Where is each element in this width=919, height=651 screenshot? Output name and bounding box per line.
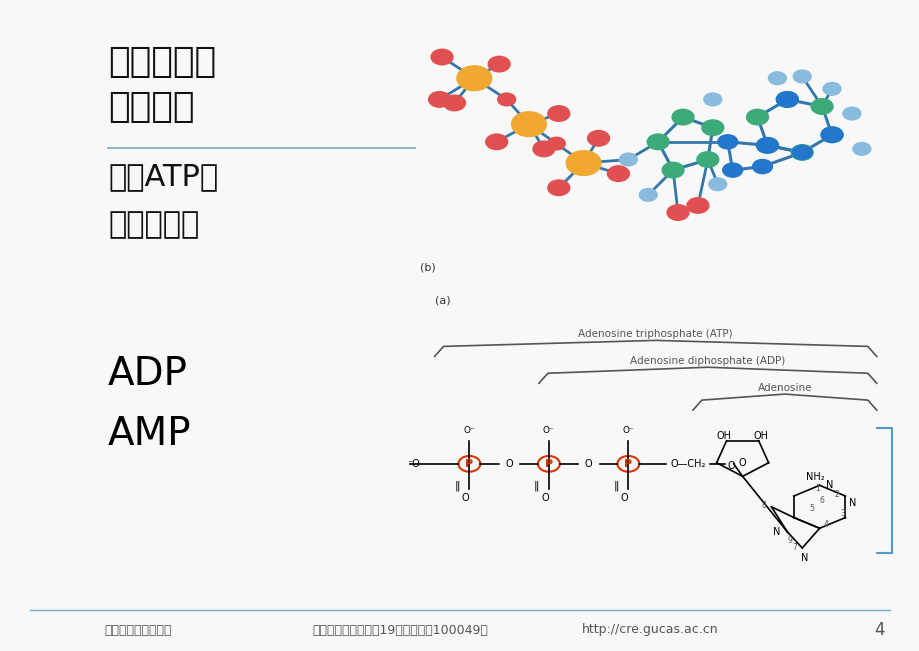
Circle shape — [485, 134, 507, 150]
Text: O⁻: O⁻ — [542, 426, 554, 436]
Circle shape — [548, 105, 569, 121]
Circle shape — [790, 145, 812, 160]
Circle shape — [717, 135, 737, 149]
Text: 5: 5 — [809, 504, 813, 513]
Text: O: O — [505, 459, 513, 469]
Circle shape — [431, 49, 452, 65]
Text: 微生物生长: 微生物生长 — [108, 45, 216, 79]
Text: O: O — [727, 461, 734, 471]
Circle shape — [672, 109, 693, 125]
Text: NH₂: NH₂ — [805, 472, 824, 482]
Text: ‖: ‖ — [454, 481, 460, 492]
Circle shape — [647, 134, 668, 150]
Text: 认识ATP等: 认识ATP等 — [108, 162, 218, 191]
Circle shape — [607, 166, 629, 182]
Circle shape — [488, 56, 509, 72]
Text: 三磷酸腺苷: 三磷酸腺苷 — [108, 210, 199, 239]
Text: 6: 6 — [819, 496, 823, 505]
Circle shape — [792, 70, 811, 83]
Circle shape — [548, 180, 569, 195]
Circle shape — [767, 72, 786, 85]
Circle shape — [457, 66, 492, 90]
Circle shape — [746, 109, 767, 125]
Text: (a): (a) — [434, 296, 449, 305]
Circle shape — [752, 159, 772, 174]
Text: 能量来源: 能量来源 — [108, 90, 194, 124]
Text: http://cre.gucas.ac.cn: http://cre.gucas.ac.cn — [581, 624, 718, 637]
Circle shape — [428, 92, 450, 107]
Circle shape — [821, 127, 842, 143]
Text: 1: 1 — [814, 484, 819, 493]
Text: 7: 7 — [791, 543, 797, 552]
Text: Adenosine triphosphate (ATP): Adenosine triphosphate (ATP) — [578, 329, 732, 339]
Text: 4: 4 — [823, 520, 827, 529]
Circle shape — [701, 120, 723, 135]
Text: P: P — [544, 459, 552, 469]
Text: N: N — [848, 498, 856, 508]
Text: AMP: AMP — [108, 415, 191, 453]
Circle shape — [686, 198, 708, 214]
Text: O⁻: O⁻ — [622, 426, 633, 436]
Circle shape — [639, 189, 656, 201]
Text: 4: 4 — [874, 621, 884, 639]
Text: Adenosine diphosphate (ADP): Adenosine diphosphate (ADP) — [630, 356, 785, 367]
Text: ‖: ‖ — [613, 481, 618, 492]
Text: OH: OH — [753, 431, 768, 441]
Text: (b): (b) — [419, 262, 435, 273]
Text: N: N — [824, 480, 832, 490]
Text: P: P — [624, 459, 631, 469]
Circle shape — [791, 145, 811, 159]
Circle shape — [662, 162, 683, 178]
Text: O: O — [461, 493, 469, 503]
Text: N: N — [772, 527, 779, 537]
Circle shape — [703, 93, 721, 105]
Text: O: O — [540, 493, 548, 503]
Circle shape — [666, 204, 688, 220]
Circle shape — [756, 138, 777, 152]
Circle shape — [852, 143, 870, 155]
Text: O: O — [620, 493, 628, 503]
Circle shape — [811, 99, 832, 115]
Circle shape — [776, 92, 798, 107]
Text: ADP: ADP — [108, 355, 187, 393]
Text: 中国科学院研究生院: 中国科学院研究生院 — [104, 624, 172, 637]
Circle shape — [547, 137, 564, 150]
Text: P: P — [465, 459, 473, 469]
Circle shape — [776, 92, 798, 107]
Text: N: N — [800, 553, 808, 563]
Text: ⁻O: ⁻O — [407, 459, 420, 469]
Circle shape — [842, 107, 860, 120]
Text: 8: 8 — [761, 501, 766, 510]
Circle shape — [722, 163, 742, 177]
Circle shape — [443, 95, 465, 111]
Circle shape — [587, 130, 608, 146]
Circle shape — [821, 127, 842, 143]
Circle shape — [511, 112, 546, 137]
Circle shape — [618, 153, 637, 166]
Text: Adenosine: Adenosine — [756, 383, 811, 393]
Text: O—CH₂: O—CH₂ — [670, 459, 705, 469]
Circle shape — [497, 93, 515, 105]
Text: ‖: ‖ — [533, 481, 539, 492]
Text: O: O — [738, 458, 745, 467]
Text: O: O — [584, 459, 592, 469]
Text: OH: OH — [716, 431, 731, 441]
Text: 3: 3 — [840, 510, 845, 518]
Circle shape — [755, 137, 777, 153]
Circle shape — [823, 83, 840, 95]
Circle shape — [697, 152, 718, 167]
Circle shape — [566, 150, 600, 175]
Text: 9: 9 — [787, 536, 791, 546]
Circle shape — [708, 178, 726, 191]
Circle shape — [755, 137, 777, 153]
Text: O⁻: O⁻ — [463, 426, 475, 436]
Circle shape — [532, 141, 554, 157]
Text: 地址：北京市玉泉路19号甲（邮编100049）: 地址：北京市玉泉路19号甲（邮编100049） — [312, 624, 487, 637]
Text: 2: 2 — [834, 490, 838, 499]
